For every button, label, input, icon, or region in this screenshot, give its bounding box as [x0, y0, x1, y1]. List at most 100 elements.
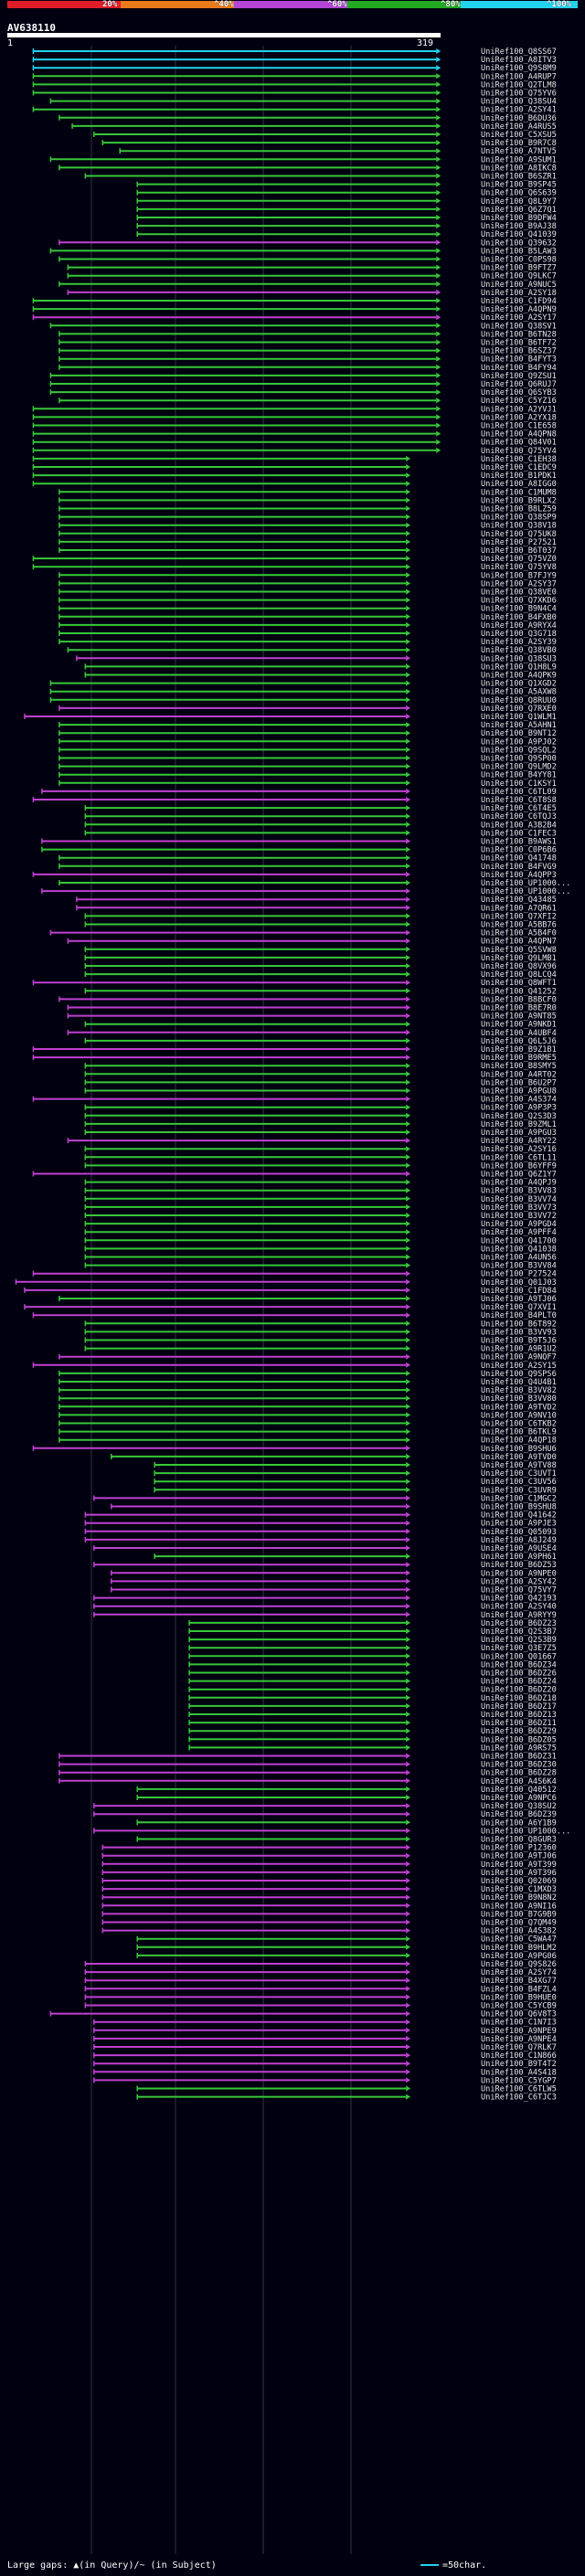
hit-row[interactable]: UniRef100_A2SY41 [32, 106, 557, 115]
hit-row[interactable]: UniRef100_C6T8S8 [32, 796, 557, 805]
hit-row[interactable]: UniRef100_A9NT85 [67, 1012, 557, 1022]
hit-row[interactable]: UniRef100_A9RS75 [188, 1744, 557, 1753]
hit-label[interactable]: UniRef100_Q3G718 [481, 630, 557, 639]
hit-label[interactable]: UniRef100_B9DFW4 [481, 214, 557, 223]
hit-row[interactable]: UniRef100_A3B2B4 [84, 821, 557, 830]
hit-label[interactable]: UniRef100_Q38SU2 [481, 1802, 557, 1811]
hit-row[interactable]: UniRef100_B6DZ18 [188, 1694, 557, 1703]
hit-label[interactable]: UniRef100_A9PJ02 [481, 737, 557, 747]
hit-row[interactable]: UniRef100_Q9LMB1 [84, 954, 557, 963]
hit-row[interactable]: UniRef100_Q75YV8 [32, 563, 557, 572]
hit-label[interactable]: UniRef100_Q1H8L9 [481, 663, 557, 672]
hit-row[interactable]: UniRef100_B9T4T2 [93, 2060, 557, 2069]
hit-row[interactable]: UniRef100_A9TJ06 [58, 1295, 557, 1304]
hit-label[interactable]: UniRef100_Q75YV4 [481, 447, 557, 456]
hit-label[interactable]: UniRef100_B4XG77 [481, 1977, 557, 1986]
hit-row[interactable]: UniRef100_B3VV74 [84, 1195, 557, 1204]
hit-row[interactable]: UniRef100_Q6V8T3 [49, 2010, 557, 2019]
hit-label[interactable]: UniRef100_Q01667 [481, 1652, 557, 1661]
hit-label[interactable]: UniRef100_C6TLW5 [481, 2085, 557, 2094]
hit-label[interactable]: UniRef100_A2SY42 [481, 1577, 557, 1586]
hit-row[interactable]: UniRef100_Q05093 [84, 1528, 557, 1537]
hit-label[interactable]: UniRef100_Q6Z1Y7 [481, 1171, 557, 1180]
hit-label[interactable]: UniRef100_A4QPN7 [481, 938, 557, 947]
hit-label[interactable]: UniRef100_Q9S8M9 [481, 64, 557, 73]
hit-row[interactable]: UniRef100_A9R1U2 [84, 1345, 557, 1354]
hit-row[interactable]: UniRef100_Q40512 [136, 1786, 557, 1795]
hit-label[interactable]: UniRef100_C1N866 [481, 2051, 557, 2061]
hit-row[interactable]: UniRef100_Q2S3D3 [84, 1112, 557, 1121]
hit-row[interactable]: UniRef100_B7FJY9 [58, 571, 557, 580]
hit-row[interactable]: UniRef100_Q6Z7Q1 [136, 206, 557, 215]
hit-label[interactable]: UniRef100_A4S6K4 [481, 1777, 557, 1786]
hit-row[interactable]: UniRef100_Q41252 [84, 987, 557, 996]
hit-label[interactable]: UniRef100_Q9SPS6 [481, 1370, 557, 1379]
hit-label[interactable]: UniRef100_Q6V8T3 [481, 2010, 557, 2019]
hit-label[interactable]: UniRef100_B8BCF0 [481, 995, 557, 1004]
hit-label[interactable]: UniRef100_C0PS98 [481, 256, 557, 265]
hit-row[interactable]: UniRef100_C1FEC3 [84, 829, 557, 838]
hit-label[interactable]: UniRef100_Q75UK8 [481, 530, 557, 539]
hit-label[interactable]: UniRef100_Q75YV8 [481, 563, 557, 572]
hit-row[interactable]: UniRef100_C6TKB2 [58, 1420, 557, 1429]
hit-row[interactable]: UniRef100_A4RY22 [67, 1137, 557, 1146]
hit-row[interactable]: UniRef100_A4UBF4 [67, 1029, 557, 1038]
hit-label[interactable]: UniRef100_A4QPJ9 [481, 1179, 557, 1188]
hit-row[interactable]: UniRef100_Q8SS67 [32, 48, 557, 57]
hit-row[interactable]: UniRef100_C5YCB9 [84, 2002, 557, 2011]
hit-label[interactable]: UniRef100_A9NT85 [481, 1012, 557, 1022]
hit-label[interactable]: UniRef100_Q9S826 [481, 1960, 557, 1969]
hit-label[interactable]: UniRef100_A9NPE4 [481, 2035, 557, 2044]
hit-row[interactable]: UniRef100_B6DZ17 [188, 1702, 557, 1712]
hit-label[interactable]: UniRef100_Q01J03 [481, 1278, 557, 1288]
hit-label[interactable]: UniRef100_Q41748 [481, 854, 557, 864]
hit-label[interactable]: UniRef100_B9FTZ7 [481, 264, 557, 273]
hit-row[interactable]: UniRef100_Q7RLK7 [93, 2043, 557, 2052]
hit-row[interactable]: UniRef100_B6DZ28 [58, 1769, 557, 1778]
hit-row[interactable]: UniRef100_B9HUE0 [84, 1993, 557, 2002]
hit-row[interactable]: UniRef100_C3UV56 [154, 1478, 557, 1487]
hit-row[interactable]: UniRef100_A9NV10 [58, 1411, 557, 1420]
hit-row[interactable]: UniRef100_B6DZ20 [188, 1686, 557, 1695]
hit-row[interactable]: UniRef100_A2SY39 [58, 638, 557, 647]
hit-label[interactable]: UniRef100_A4UBF4 [481, 1029, 557, 1038]
hit-row[interactable]: UniRef100_C3UVR9 [154, 1486, 557, 1495]
hit-label[interactable]: UniRef100_Q42193 [481, 1595, 557, 1604]
hit-row[interactable]: UniRef100_A8IKC8 [58, 164, 557, 173]
hit-label[interactable]: UniRef100_A8IKC8 [481, 164, 557, 173]
hit-row[interactable]: UniRef100_Q9SPS6 [58, 1370, 557, 1379]
hit-row[interactable]: UniRef100_A4QPJ9 [84, 1179, 557, 1188]
hit-label[interactable]: UniRef100_Q2S3D3 [481, 1112, 557, 1121]
hit-label[interactable]: UniRef100_Q75VZ0 [481, 555, 557, 564]
hit-row[interactable]: UniRef100_B4XG77 [84, 1977, 557, 1986]
hit-row[interactable]: UniRef100_B9FTZ7 [67, 264, 557, 273]
hit-row[interactable]: UniRef100_Q41642 [84, 1511, 557, 1521]
hit-label[interactable]: UniRef100_P27524 [481, 1270, 557, 1279]
hit-row[interactable]: UniRef100_UP1000... [58, 879, 570, 888]
hit-label[interactable]: UniRef100_B6DZ28 [481, 1769, 557, 1778]
hit-label[interactable]: UniRef100_B6DZ18 [481, 1694, 557, 1703]
hit-row[interactable]: UniRef100_A9USE4 [93, 1544, 557, 1553]
hit-row[interactable]: UniRef100_A9NQF7 [58, 1353, 557, 1362]
hit-row[interactable]: UniRef100_A4QPN7 [67, 938, 557, 947]
hit-label[interactable]: UniRef100_B4FZL4 [481, 1985, 557, 1994]
hit-row[interactable]: UniRef100_A4QPP3 [32, 871, 557, 880]
hit-row[interactable]: UniRef100_A2SY16 [84, 1145, 557, 1154]
hit-label[interactable]: UniRef100_A9USE4 [481, 1544, 557, 1553]
hit-row[interactable]: UniRef100_B6DZ34 [188, 1660, 557, 1670]
hit-label[interactable]: UniRef100_B6YFF9 [481, 1161, 557, 1171]
hit-row[interactable]: UniRef100_B6DZ23 [188, 1619, 557, 1628]
hit-row[interactable]: UniRef100_C1FD84 [24, 1287, 557, 1296]
hit-row[interactable]: UniRef100_Q6L5J6 [84, 1037, 557, 1046]
hit-row[interactable]: UniRef100_B6DZ30 [58, 1761, 557, 1770]
hit-label[interactable]: UniRef100_C3UVR9 [481, 1486, 557, 1495]
hit-row[interactable]: UniRef100_Q3G718 [58, 630, 557, 639]
hit-label[interactable]: UniRef100_A5B4F0 [481, 929, 557, 938]
hit-row[interactable]: UniRef100_B9Z1B1 [32, 1045, 557, 1055]
hit-row[interactable]: UniRef100_A9PGU8 [84, 1087, 557, 1097]
hit-row[interactable]: UniRef100_Q9SQL2 [58, 746, 557, 755]
hit-label[interactable]: UniRef100_B9N8N2 [481, 1893, 557, 1903]
hit-row[interactable]: UniRef100_B1PDK1 [32, 472, 557, 481]
hit-label[interactable]: UniRef100_Q7QM49 [481, 1919, 557, 1928]
hit-label[interactable]: UniRef100_Q40512 [481, 1786, 557, 1795]
